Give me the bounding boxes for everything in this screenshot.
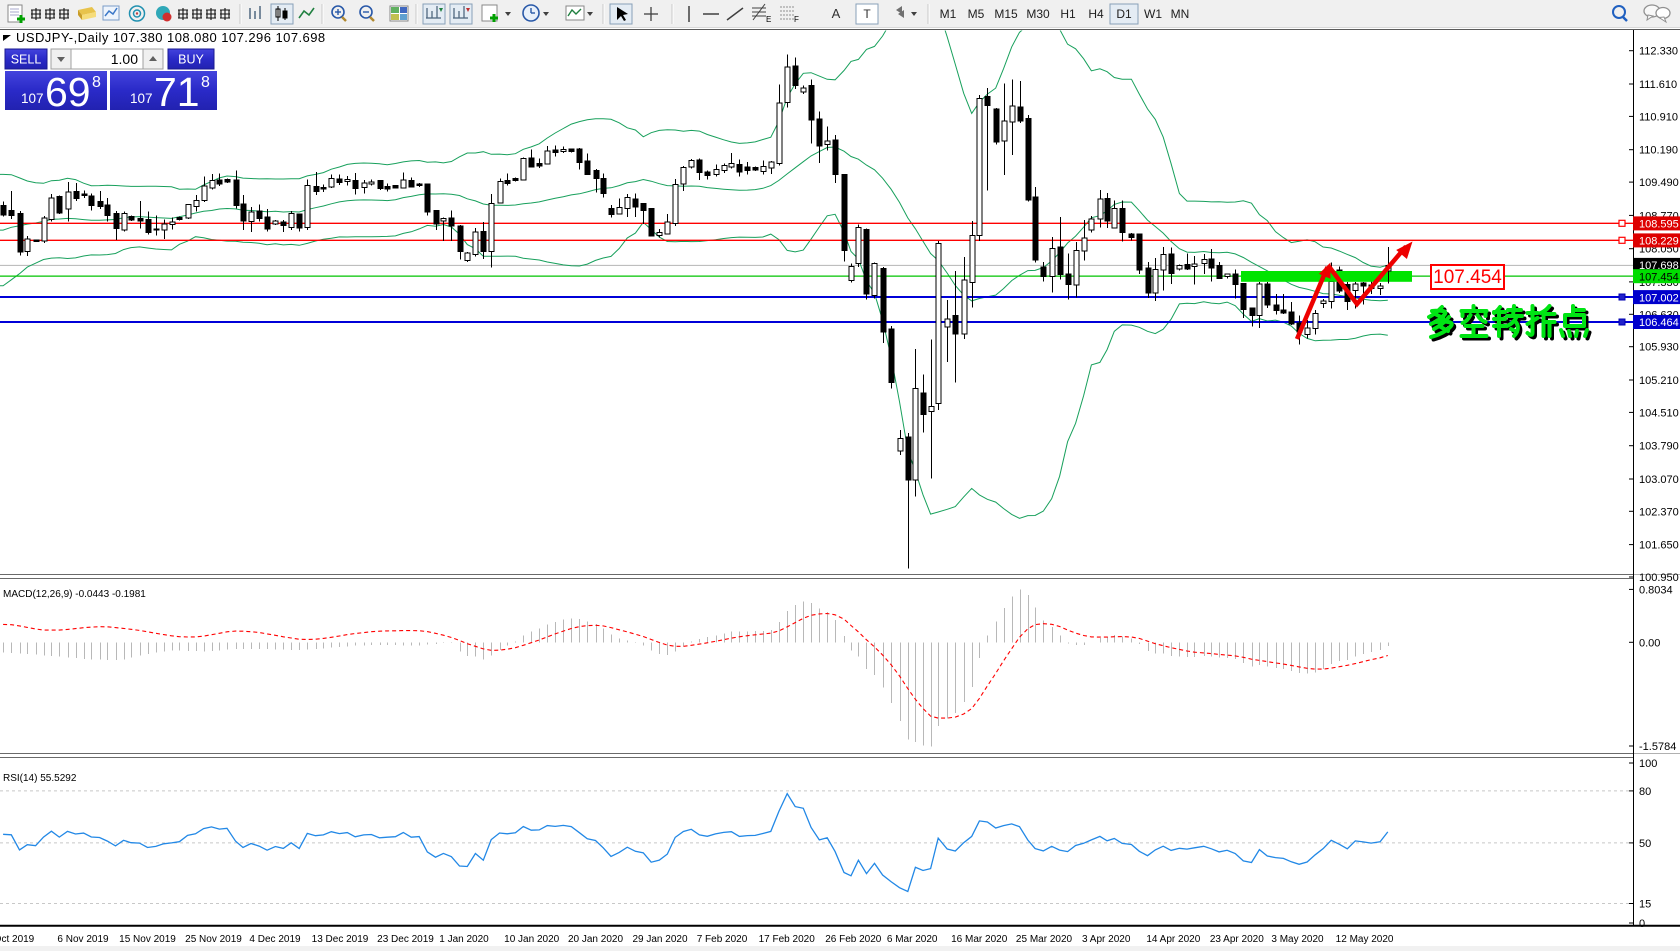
svg-text:T: T xyxy=(863,7,871,21)
svg-text:106.464: 106.464 xyxy=(1639,317,1679,329)
svg-text:SELL: SELL xyxy=(11,53,42,67)
svg-text:107.454: 107.454 xyxy=(1433,267,1502,288)
svg-text:101.650: 101.650 xyxy=(1639,540,1679,552)
svg-text:6 Nov 2019: 6 Nov 2019 xyxy=(57,934,109,945)
svg-text:23 Dec 2019: 23 Dec 2019 xyxy=(377,934,434,945)
svg-text:1.00: 1.00 xyxy=(111,51,138,67)
svg-text:112.330: 112.330 xyxy=(1639,46,1678,58)
svg-text:25 Nov 2019: 25 Nov 2019 xyxy=(185,934,242,945)
svg-text:25 Mar 2020: 25 Mar 2020 xyxy=(1016,934,1073,945)
svg-text:3 May 2020: 3 May 2020 xyxy=(1271,934,1324,945)
svg-text:110.190: 110.190 xyxy=(1639,145,1678,157)
svg-text:M1: M1 xyxy=(940,7,957,21)
svg-text:MACD(12,26,9) -0.0443 -0.1981: MACD(12,26,9) -0.0443 -0.1981 xyxy=(3,589,146,600)
svg-text:16 Mar 2020: 16 Mar 2020 xyxy=(951,934,1008,945)
svg-text:107.002: 107.002 xyxy=(1639,292,1679,304)
svg-text:E: E xyxy=(766,15,771,24)
svg-text:12 May 2020: 12 May 2020 xyxy=(1336,934,1394,945)
svg-text:50: 50 xyxy=(1639,838,1651,850)
svg-text:0: 0 xyxy=(1639,918,1645,930)
svg-text:102.370: 102.370 xyxy=(1639,506,1679,518)
svg-text:H1: H1 xyxy=(1060,7,1076,21)
svg-text:107.454: 107.454 xyxy=(1639,271,1679,283)
svg-text:M15: M15 xyxy=(994,7,1018,21)
svg-text:105.930: 105.930 xyxy=(1639,342,1679,354)
svg-text:15: 15 xyxy=(1639,899,1651,911)
svg-text:A: A xyxy=(832,6,841,21)
svg-text:110.910: 110.910 xyxy=(1639,111,1678,123)
svg-text:28 Oct 2019: 28 Oct 2019 xyxy=(0,934,35,945)
svg-text:107: 107 xyxy=(130,91,153,106)
svg-text:MN: MN xyxy=(1171,7,1190,21)
svg-text:F: F xyxy=(794,15,799,24)
svg-text:13 Dec 2019: 13 Dec 2019 xyxy=(312,934,369,945)
svg-text:0.00: 0.00 xyxy=(1639,637,1660,649)
svg-text:4 Dec 2019: 4 Dec 2019 xyxy=(249,934,301,945)
svg-text:103.070: 103.070 xyxy=(1639,474,1679,486)
svg-text:6 Mar 2020: 6 Mar 2020 xyxy=(887,934,938,945)
svg-text:69: 69 xyxy=(45,69,91,115)
svg-text:103.790: 103.790 xyxy=(1639,441,1679,453)
svg-text:W1: W1 xyxy=(1144,7,1162,21)
svg-text:14 Apr 2020: 14 Apr 2020 xyxy=(1146,934,1200,945)
svg-text:17 Feb 2020: 17 Feb 2020 xyxy=(759,934,816,945)
svg-text:-1.5784: -1.5784 xyxy=(1639,741,1676,753)
svg-text:1 Jan 2020: 1 Jan 2020 xyxy=(439,934,489,945)
svg-text:BUY: BUY xyxy=(178,53,204,67)
svg-text:23 Apr 2020: 23 Apr 2020 xyxy=(1210,934,1264,945)
svg-text:RSI(14) 55.5292: RSI(14) 55.5292 xyxy=(3,773,77,784)
svg-text:29 Jan 2020: 29 Jan 2020 xyxy=(632,934,687,945)
svg-text:108.229: 108.229 xyxy=(1639,236,1679,248)
svg-text:105.210: 105.210 xyxy=(1639,375,1679,387)
svg-text:108.595: 108.595 xyxy=(1639,219,1679,231)
svg-text:D1: D1 xyxy=(1116,7,1132,21)
svg-text:10 Jan 2020: 10 Jan 2020 xyxy=(504,934,559,945)
svg-text:71: 71 xyxy=(154,69,200,115)
svg-text:107.698: 107.698 xyxy=(1639,260,1679,272)
svg-text:H4: H4 xyxy=(1088,7,1104,21)
svg-text:15 Nov 2019: 15 Nov 2019 xyxy=(119,934,176,945)
svg-text:8: 8 xyxy=(201,74,210,91)
svg-text:8: 8 xyxy=(92,74,101,91)
svg-text:107: 107 xyxy=(21,91,44,106)
svg-text:USDJPY-,Daily 107.380 108.080: USDJPY-,Daily 107.380 108.080 107.296 10… xyxy=(16,30,326,45)
svg-text:M30: M30 xyxy=(1026,7,1050,21)
svg-text:M5: M5 xyxy=(968,7,985,21)
svg-text:26 Feb 2020: 26 Feb 2020 xyxy=(825,934,882,945)
svg-text:7 Feb 2020: 7 Feb 2020 xyxy=(697,934,748,945)
svg-text:3 Apr 2020: 3 Apr 2020 xyxy=(1082,934,1131,945)
svg-text:109.490: 109.490 xyxy=(1639,177,1679,189)
svg-text:80: 80 xyxy=(1639,786,1651,798)
svg-text:111.610: 111.610 xyxy=(1639,79,1677,91)
svg-text:20 Jan 2020: 20 Jan 2020 xyxy=(568,934,623,945)
svg-text:104.510: 104.510 xyxy=(1639,407,1679,419)
svg-text:0.8034: 0.8034 xyxy=(1639,584,1673,596)
svg-text:100: 100 xyxy=(1639,758,1657,770)
svg-text:100.950: 100.950 xyxy=(1639,572,1679,584)
